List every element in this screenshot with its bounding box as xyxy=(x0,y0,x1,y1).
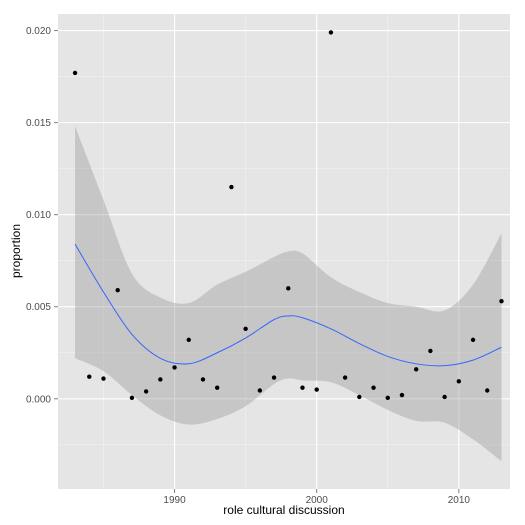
x-tick-label: 1990 xyxy=(163,495,186,506)
data-point xyxy=(243,326,248,332)
y-axis-title: proportion xyxy=(9,224,23,278)
data-point xyxy=(399,392,405,398)
y-tick-label: 0.015 xyxy=(26,118,51,129)
smooth-line xyxy=(74,243,502,367)
data-point xyxy=(371,385,376,390)
data-point xyxy=(385,395,390,401)
data-point xyxy=(214,385,220,390)
x-axis-title: role cultural discussion xyxy=(223,503,344,517)
data-point xyxy=(158,377,163,382)
y-tick-label: 0.000 xyxy=(26,394,51,405)
data-point xyxy=(300,385,305,390)
data-points xyxy=(72,30,504,401)
y-tick-label: 0.010 xyxy=(26,210,51,221)
data-point xyxy=(328,30,334,35)
y-tick-label: 0.020 xyxy=(26,26,51,37)
x-axis-ticks: 1990 2000 2010 xyxy=(163,489,470,506)
data-point xyxy=(200,377,206,382)
data-point xyxy=(257,388,263,393)
data-point xyxy=(499,299,504,304)
data-point xyxy=(456,379,462,384)
major-grid xyxy=(58,14,510,489)
x-tick-label: 2000 xyxy=(306,495,329,506)
minor-grid xyxy=(58,14,510,489)
data-point xyxy=(186,337,191,343)
data-point xyxy=(115,287,120,293)
data-point xyxy=(357,394,362,400)
data-point xyxy=(470,337,476,343)
data-point xyxy=(72,70,78,76)
data-point xyxy=(442,394,447,400)
y-tick-label: 0.005 xyxy=(26,302,51,313)
data-point xyxy=(413,367,419,372)
data-point xyxy=(87,374,92,379)
x-tick-label: 2010 xyxy=(448,495,471,506)
data-point xyxy=(129,395,135,401)
data-point xyxy=(485,388,490,393)
data-point xyxy=(172,365,177,370)
confidence-ribbon xyxy=(75,126,502,462)
data-point xyxy=(428,348,433,354)
data-point xyxy=(229,184,234,190)
data-point xyxy=(143,389,149,394)
data-point xyxy=(101,376,106,381)
plot-panel xyxy=(58,14,510,489)
data-point xyxy=(286,286,291,291)
data-point xyxy=(314,387,319,392)
y-axis-ticks: 0.000 0.005 0.010 0.015 0.020 xyxy=(26,26,58,405)
data-point xyxy=(271,375,277,380)
data-point xyxy=(342,375,348,380)
